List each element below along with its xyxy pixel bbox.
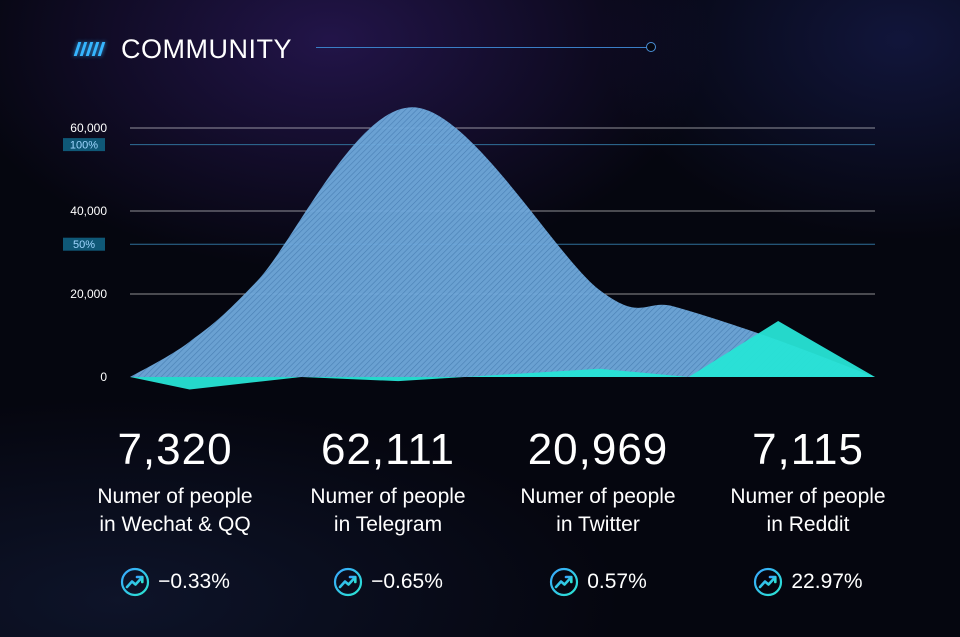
stat-change-value: −0.33% — [158, 570, 230, 593]
header-divider-dot — [646, 42, 656, 52]
stat-change-value: 0.57% — [587, 570, 647, 593]
stat-label-line2: in Telegram — [333, 513, 443, 536]
stat-label: Numer of people in Telegram — [288, 483, 488, 539]
pct-marker-label: 50% — [73, 239, 95, 251]
community-area-chart: 60,000 40,000 20,000 0 100% 50% — [63, 107, 875, 390]
stat-value: 20,969 — [527, 425, 669, 474]
header-divider — [316, 47, 648, 48]
section-header: COMMUNITY — [73, 30, 676, 66]
stat-change: −0.33% — [75, 567, 275, 597]
stat-label: Numer of people in Twitter — [498, 483, 698, 539]
trend-up-icon — [120, 567, 150, 597]
stat-label-line1: Numer of people — [97, 485, 253, 508]
stat-value: 62,111 — [320, 425, 456, 474]
stat-twitter: 20,969 Numer of people in Twitter 0.57% — [498, 422, 698, 597]
series-area-blue — [130, 107, 875, 377]
section-title: COMMUNITY — [121, 34, 292, 64]
stat-label-line1: Numer of people — [310, 485, 466, 508]
trend-up-icon — [549, 567, 579, 597]
y-tick-label: 60,000 — [70, 121, 107, 135]
stat-change: 22.97% — [708, 567, 908, 597]
stat-label: Numer of people in Reddit — [708, 483, 908, 539]
pct-marker-badge — [63, 237, 105, 251]
y-tick-label: 40,000 — [70, 204, 107, 218]
stat-label-line2: in Twitter — [556, 513, 640, 536]
trend-up-icon — [753, 567, 783, 597]
stat-change-value: 22.97% — [791, 570, 863, 593]
stat-reddit: 7,115 Numer of people in Reddit 22.97% — [708, 422, 908, 597]
y-tick-label: 0 — [100, 370, 107, 384]
trend-up-icon — [333, 567, 363, 597]
stat-wechat-qq: 7,320 Numer of people in Wechat & QQ −0.… — [75, 422, 275, 597]
y-tick-label: 20,000 — [70, 287, 107, 301]
series-area-cyan — [130, 320, 875, 390]
stat-change-value: −0.65% — [371, 570, 443, 593]
stat-label-line1: Numer of people — [520, 485, 676, 508]
stat-label-line1: Numer of people — [730, 485, 886, 508]
stat-value: 7,320 — [117, 425, 233, 474]
stat-label-line2: in Reddit — [766, 513, 850, 536]
stat-label: Numer of people in Wechat & QQ — [75, 483, 275, 539]
stat-value: 7,115 — [752, 425, 864, 474]
stat-change: 0.57% — [498, 567, 698, 597]
stat-change: −0.65% — [288, 567, 488, 597]
pct-marker-badge — [63, 138, 105, 152]
pct-marker-label: 100% — [70, 140, 98, 152]
stat-telegram: 62,111 Numer of people in Telegram −0.65… — [288, 422, 488, 597]
stat-label-line2: in Wechat & QQ — [99, 513, 251, 536]
